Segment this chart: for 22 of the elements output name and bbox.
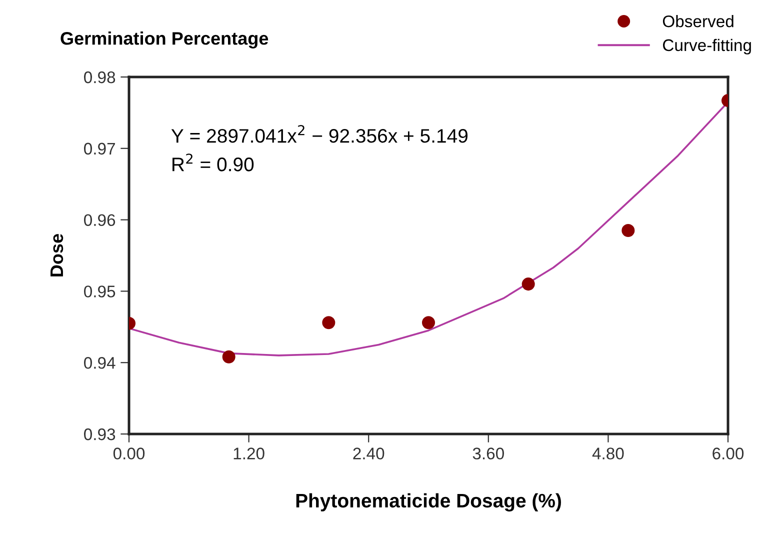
x-tick-label: 0.00 bbox=[113, 448, 145, 460]
point bbox=[522, 278, 535, 291]
point bbox=[322, 316, 336, 330]
x-axis-title: Phytonematicide Dosage (%) bbox=[296, 493, 561, 512]
y-axis-title: Dose bbox=[50, 234, 64, 276]
annotation: Y = 2897.041x$^{2}$ − 92.356x + 5.149 bbox=[171, 125, 468, 143]
y-tick-label: 0.98 bbox=[84, 71, 116, 84]
point bbox=[422, 316, 436, 330]
x-tick-label: 3.60 bbox=[472, 448, 504, 460]
y-tick-label: 0.94 bbox=[84, 357, 116, 369]
annotation: R$^{2}$ = 0.90 bbox=[172, 154, 254, 172]
x-tick-label: 4.80 bbox=[592, 448, 624, 460]
y-tick-label: 0.96 bbox=[84, 214, 116, 226]
y-tick-label: 0.95 bbox=[84, 286, 116, 298]
chart-title: Germination Percentage bbox=[60, 32, 268, 48]
legend-label: Curve-fitting bbox=[663, 38, 751, 54]
x-tick-label: 6.00 bbox=[712, 448, 744, 460]
x-tick-label: 2.40 bbox=[353, 448, 384, 460]
legend-label: Observed bbox=[662, 15, 734, 28]
x-tick-label: 1.20 bbox=[234, 448, 264, 460]
y-tick-label: 0.93 bbox=[84, 428, 116, 440]
y-tick-label: 0.97 bbox=[84, 142, 115, 155]
